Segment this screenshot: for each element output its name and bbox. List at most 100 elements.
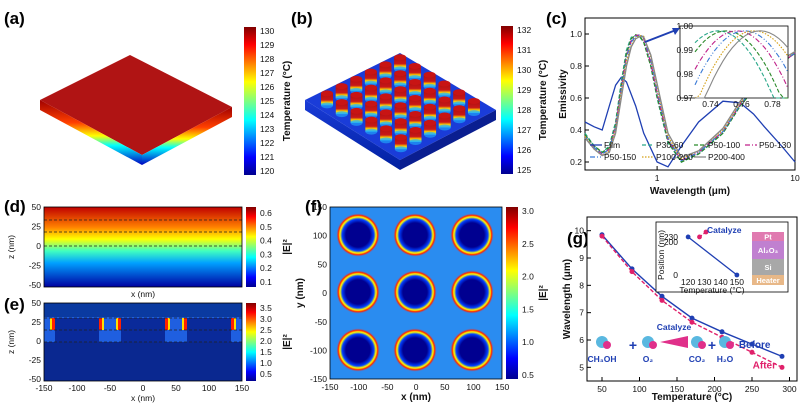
colorbar-d-title: |E|² (282, 239, 293, 255)
colorbar-d-ticks: 0.6 0.5 0.4 0.3 0.2 0.1 (260, 208, 272, 287)
pillar-top (438, 96, 451, 103)
substrate-side-left (305, 100, 400, 170)
pillar-body (380, 128, 393, 141)
plot-g-ticks: 5 6 7 8 9 10 50 100 150 200 250 300 (575, 226, 797, 394)
xtick-label: 150 (235, 383, 249, 393)
pillar-top (365, 116, 378, 123)
pillar-body (423, 106, 436, 119)
xtick-label: 0 (414, 382, 419, 392)
field-map-d (44, 207, 242, 287)
colorbar-tick-label: 0.4 (260, 236, 272, 246)
colorbar-tick-label: 121 (260, 152, 274, 162)
pillar-body (379, 64, 392, 77)
xtick-label: -100 (68, 383, 85, 393)
colorbar-tick-label: 2.5 (522, 239, 534, 249)
inset-data-point (703, 229, 709, 235)
ytick-label: 150 (313, 202, 327, 212)
pillar-body (438, 115, 451, 128)
pillar-top (335, 99, 348, 106)
xtick-label: 250 (745, 384, 759, 394)
colorbar-tick-label: 128 (260, 54, 274, 64)
xtick-label: 300 (782, 384, 796, 394)
colorbar-tick-label: 129 (517, 85, 531, 95)
layer-label: Al₂O₃ (758, 246, 779, 255)
inset-data-point (734, 272, 740, 278)
pillar-base (394, 146, 407, 153)
substrate-side-right (400, 110, 496, 170)
pillar-body (350, 110, 363, 123)
data-point (689, 315, 695, 321)
plot-g-series (599, 232, 785, 370)
xtick-label: 150 (670, 384, 684, 394)
field-hotspot (393, 270, 437, 314)
inset-xtick-label: 0.76 (733, 99, 750, 109)
pillar-body (438, 83, 451, 96)
xtick-label: 10 (790, 173, 800, 183)
pillar-body (423, 74, 436, 87)
xtick-label: -150 (321, 382, 338, 392)
molecule-icon (726, 341, 734, 349)
pillar-top (365, 84, 378, 91)
inset-ytick-label: 0 (673, 270, 678, 280)
colorbar-b (501, 26, 513, 174)
ytick-label: -150 (310, 374, 327, 384)
field-warm-edge (234, 318, 236, 330)
reaction-plus: + (629, 337, 637, 353)
xtick-label: 150 (495, 382, 509, 392)
ytick-label: 50 (318, 259, 328, 269)
inset-ytick-label: 230 (664, 232, 678, 242)
field-hot-edge (184, 318, 187, 330)
layer-stack: Pt Al₂O₃ Si Heater (752, 232, 784, 285)
pillar-body (453, 108, 466, 121)
panel-g-label: (g) (567, 229, 589, 248)
colorbar-tick-label: 3.0 (522, 206, 534, 216)
layer-2 (752, 259, 784, 275)
pillar-body (335, 86, 348, 99)
pillar-base (335, 111, 348, 118)
pillar-base (350, 119, 363, 126)
field-hotspot (450, 213, 494, 257)
film-top (40, 55, 232, 155)
inset-series-line (687, 236, 738, 276)
reaction-catalyze-label: Catalyze (657, 322, 692, 332)
ytick-label: 10 (575, 226, 585, 236)
ytick-label: 50 (32, 202, 42, 212)
pillar-top (438, 80, 451, 87)
field-e-pillars (50, 318, 236, 342)
ytick-label: -50 (315, 317, 328, 327)
inset-series-line (694, 30, 789, 99)
ytick-label: -100 (310, 346, 327, 356)
colorbar-tick-label: 0.2 (260, 263, 272, 273)
inset-xtick-label: 120 (681, 277, 695, 287)
pillar-body (409, 129, 422, 142)
reaction-species: O₂ (643, 354, 654, 364)
colorbar-tick-label: 0.1 (260, 277, 272, 287)
pillar-base (453, 117, 466, 124)
inset-ylabel: Position (nm) (656, 230, 666, 280)
pillar-body (394, 137, 407, 150)
panel-d-label: (d) (4, 197, 26, 216)
colorbar-tick-label: 1.5 (522, 304, 534, 314)
colorbar-tick-label: 123 (260, 124, 274, 134)
pillar-top (379, 93, 392, 100)
pillar-top (379, 109, 392, 116)
molecule-icon (649, 341, 657, 349)
panel-b-label: (b) (291, 9, 313, 28)
pillar-top (408, 62, 421, 69)
plot-c-ylabel: Emissivity (558, 69, 569, 119)
colorbar-tick-label: 3.5 (260, 303, 272, 313)
pillar-base (467, 110, 480, 117)
field-hotspot (393, 328, 437, 372)
panel-e: (e) 50 25 0 -25 -50 -150 -100 -50 0 50 100 150 z (… (4, 295, 293, 403)
pillar-top (409, 78, 422, 85)
pillar-base (321, 102, 334, 109)
data-point (599, 233, 605, 239)
colorbar-a (244, 27, 256, 175)
xtick-label: -50 (381, 382, 394, 392)
colorbar-tick-label: 126 (260, 82, 274, 92)
pillar-top (335, 83, 348, 90)
inset-ytick-label: 0.99 (676, 45, 693, 55)
ytick-label: 25 (32, 222, 42, 232)
field-hotspot (393, 213, 437, 257)
